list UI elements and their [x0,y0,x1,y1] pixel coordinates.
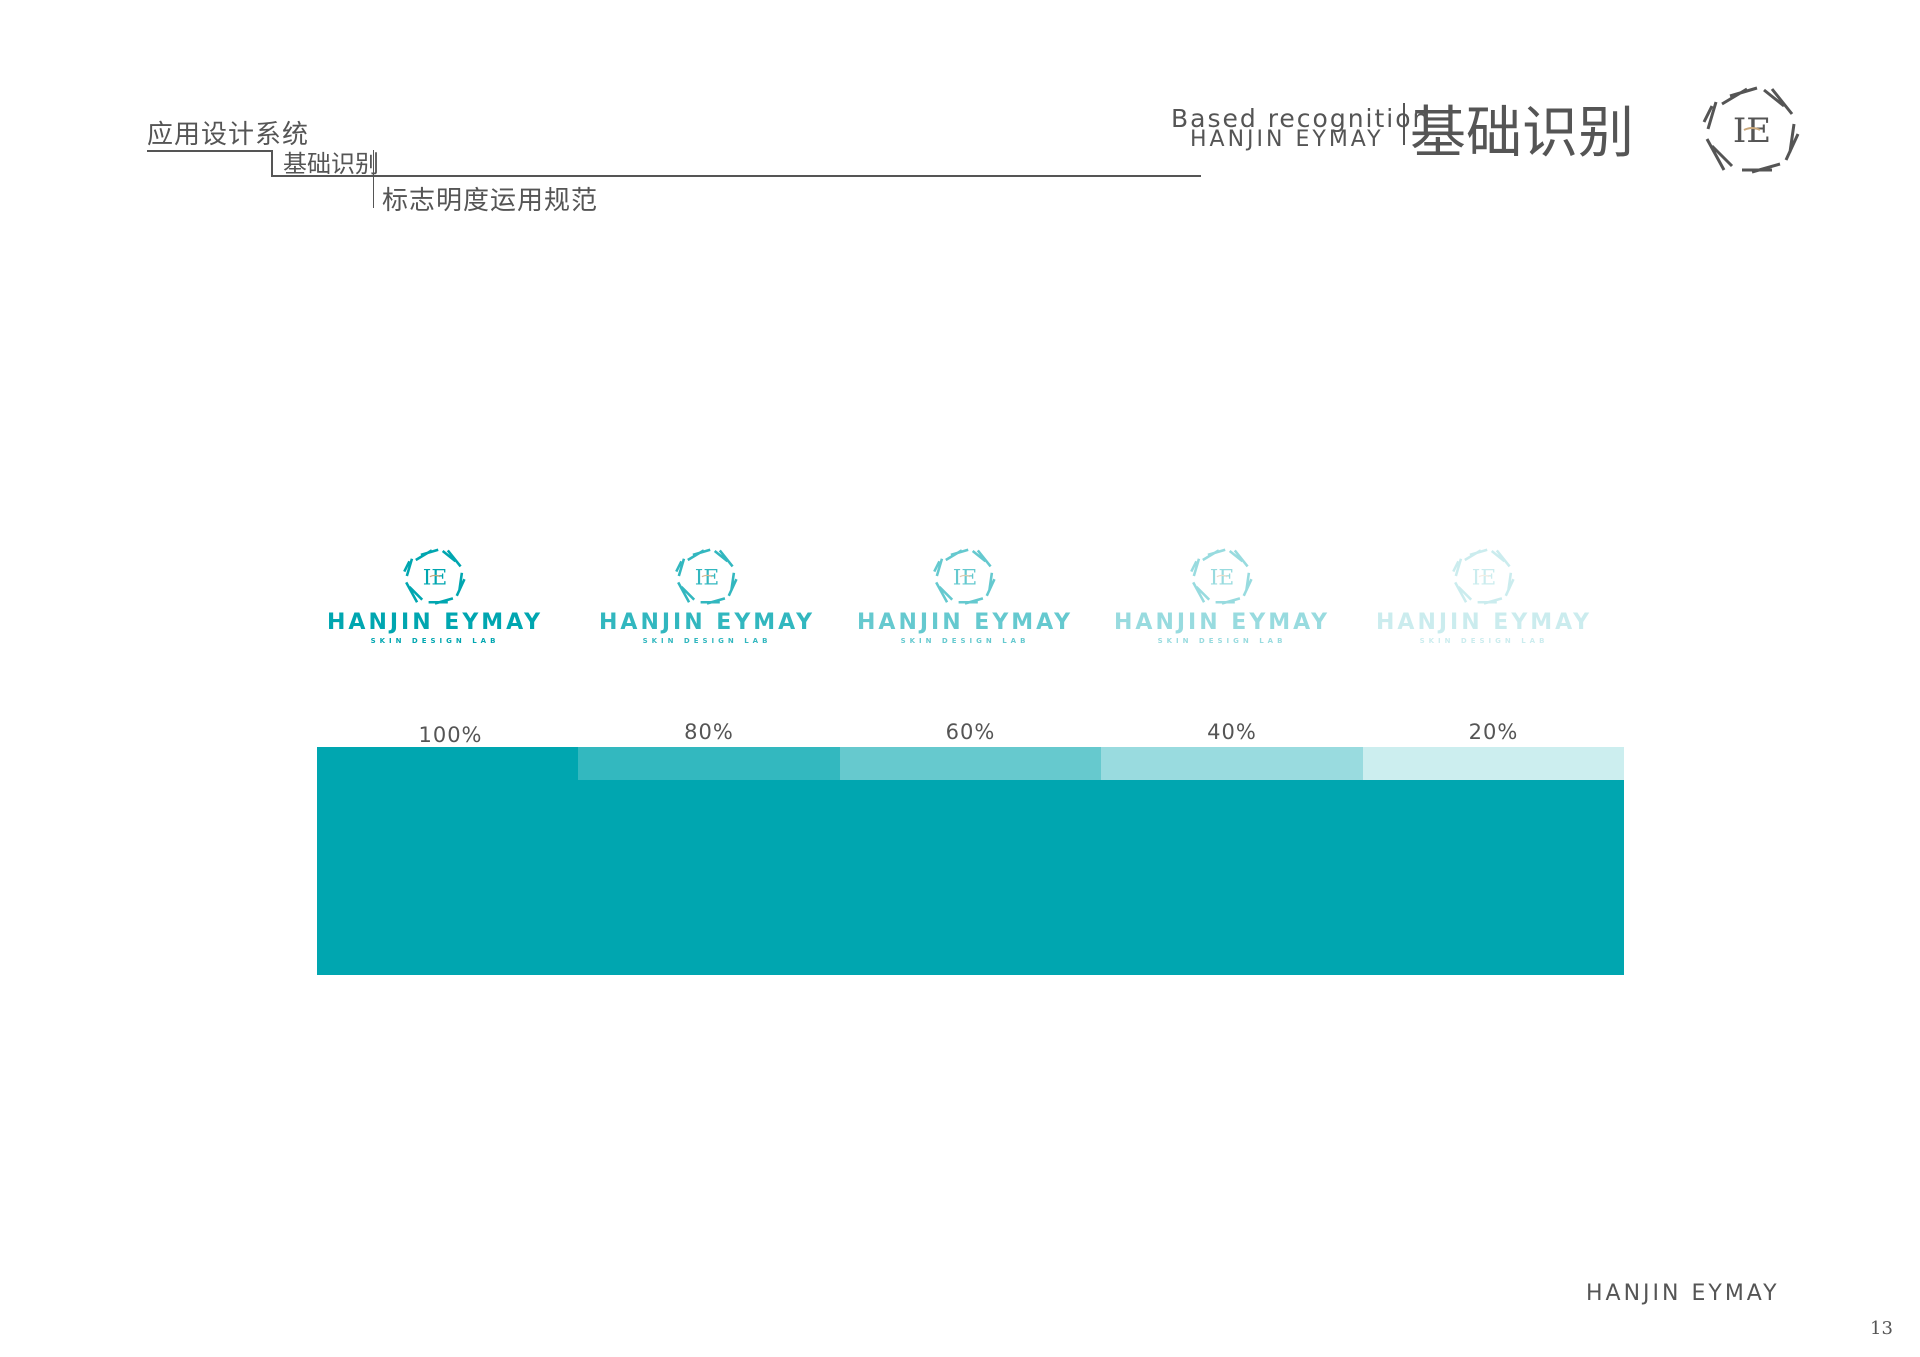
opacity-swatch [578,747,840,780]
logo-variant: IE HANJIN EYMAY SKIN DESIGN LAB [587,546,827,645]
page-number: 13 [1870,1318,1893,1339]
logo-variant: IE HANJIN EYMAY SKIN DESIGN LAB [315,546,555,645]
footer-brand: HANJIN EYMAY [1586,1281,1780,1306]
logo-mark-icon: IE [403,548,466,605]
opacity-label: 100% [418,723,483,747]
brand-logo-icon: IE [1702,86,1800,174]
logo-mark-icon: IE [1190,548,1253,605]
opacity-swatch [317,747,578,780]
logo-tagline: SKIN DESIGN LAB [642,637,772,645]
svg-text:IE: IE [1733,111,1771,151]
svg-text:IE: IE [695,565,719,590]
breadcrumb-level1: 应用设计系统 [147,120,310,150]
opacity-swatch [840,747,1101,780]
logo-brand-text: HANJIN EYMAY [857,610,1073,635]
opacity-label: 80% [684,720,734,744]
divider [271,175,1201,177]
header-brand: HANJIN EYMAY [1190,127,1384,152]
logo-variant: IE HANJIN EYMAY SKIN DESIGN LAB [1102,546,1342,645]
logo-mark-icon: IE [933,548,996,605]
logo-brand-text: HANJIN EYMAY [599,610,815,635]
opacity-label: 20% [1468,720,1519,744]
section-title-cn: 基础识别 [1410,101,1634,166]
divider [1403,103,1405,145]
opacity-swatch [1363,747,1624,780]
divider [271,150,273,176]
opacity-label: 40% [1207,720,1257,744]
svg-text:IE: IE [423,565,447,590]
logo-mark-icon: IE [1452,548,1515,605]
breadcrumb-level2: 基础识别 [283,150,379,178]
divider [373,150,374,208]
section-title-en: Based recognition [1171,104,1431,133]
opacity-label: 60% [945,720,996,744]
logo-variant: IE HANJIN EYMAY SKIN DESIGN LAB [1364,546,1604,645]
logo-brand-text: HANJIN EYMAY [1376,610,1592,635]
opacity-swatch [1101,747,1363,780]
logo-brand-text: HANJIN EYMAY [1114,610,1330,635]
logo-tagline: SKIN DESIGN LAB [900,637,1030,645]
logo-brand-text: HANJIN EYMAY [327,610,543,635]
svg-text:IE: IE [1472,565,1496,590]
logo-tagline: SKIN DESIGN LAB [1157,637,1287,645]
brand-color-bar [317,747,1624,975]
svg-text:IE: IE [1210,565,1234,590]
logo-tagline: SKIN DESIGN LAB [370,637,500,645]
divider [147,150,272,152]
page-title: 标志明度运用规范 [382,186,599,216]
logo-variant: IE HANJIN EYMAY SKIN DESIGN LAB [845,546,1085,645]
logo-mark-icon: IE [675,548,738,605]
logo-tagline: SKIN DESIGN LAB [1419,637,1549,645]
svg-text:IE: IE [953,565,977,590]
